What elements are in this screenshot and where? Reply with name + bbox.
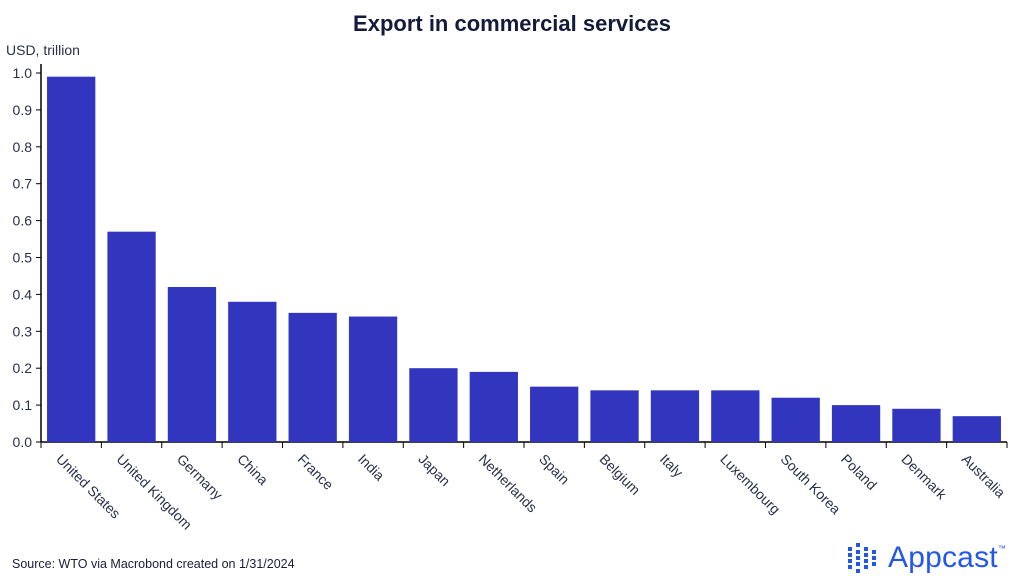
x-tick-label: India: [355, 451, 388, 484]
y-tick-label: 1.0: [13, 65, 33, 81]
x-tick-label: Italy: [657, 451, 686, 480]
bar-australia: [952, 416, 1001, 442]
y-tick-label: 0.2: [13, 360, 33, 376]
bar-south-korea: [771, 397, 820, 442]
x-tick-label: Poland: [838, 451, 880, 493]
y-tick-label: 0.8: [13, 139, 33, 155]
bar-belgium: [590, 390, 639, 442]
y-ticks: 0.0 0.1 0.2 0.3 0.4 0.5 0.6 0.7 0.8 0.9 1.0: [13, 65, 41, 450]
x-tick-label: Belgium: [596, 451, 643, 498]
x-tick-label: China: [234, 451, 271, 488]
y-tick-label: 0.5: [13, 250, 33, 266]
appcast-logo: Appcast ™: [848, 540, 1006, 576]
brand-name: Appcast: [888, 541, 998, 574]
chart-title: Export in commercial services: [353, 11, 671, 36]
y-tick-label: 0.1: [13, 397, 33, 413]
x-tick-label: Netherlands: [476, 451, 541, 516]
bar-india: [348, 316, 398, 442]
bars: [47, 76, 1001, 442]
bar-germany: [167, 287, 217, 442]
bar-spain: [530, 386, 579, 442]
x-tick-label: Germany: [174, 451, 226, 503]
x-tick-label: South Korea: [778, 451, 845, 518]
x-tick-label: Denmark: [898, 451, 950, 503]
x-tick-label: Japan: [415, 451, 453, 489]
y-axis-label: USD, trillion: [6, 42, 80, 58]
appcast-grid-icon: [848, 543, 876, 573]
y-tick-label: 0.0: [13, 434, 33, 450]
x-tick-label: France: [295, 451, 337, 493]
x-tick-label: Spain: [536, 451, 573, 488]
y-tick-label: 0.9: [13, 102, 33, 118]
bar-denmark: [892, 408, 941, 442]
bar-japan: [409, 368, 458, 442]
x-tick-label: Luxembourg: [717, 451, 783, 517]
bar-united-kingdom: [107, 231, 156, 442]
brand-trademark: ™: [997, 544, 1006, 553]
bar-china: [228, 301, 277, 442]
y-tick-label: 0.4: [13, 286, 33, 302]
x-tick-label: Australia: [959, 451, 1009, 501]
bar-france: [288, 312, 337, 442]
y-tick-label: 0.7: [13, 176, 33, 192]
y-tick-label: 0.6: [13, 213, 33, 229]
bar-netherlands: [469, 371, 518, 442]
bar-united-states: [47, 76, 96, 442]
bar-italy: [650, 390, 700, 442]
source-note: Source: WTO via Macrobond created on 1/3…: [12, 557, 295, 571]
bar-poland: [831, 405, 881, 442]
y-tick-label: 0.3: [13, 323, 33, 339]
bar-luxembourg: [711, 390, 760, 442]
